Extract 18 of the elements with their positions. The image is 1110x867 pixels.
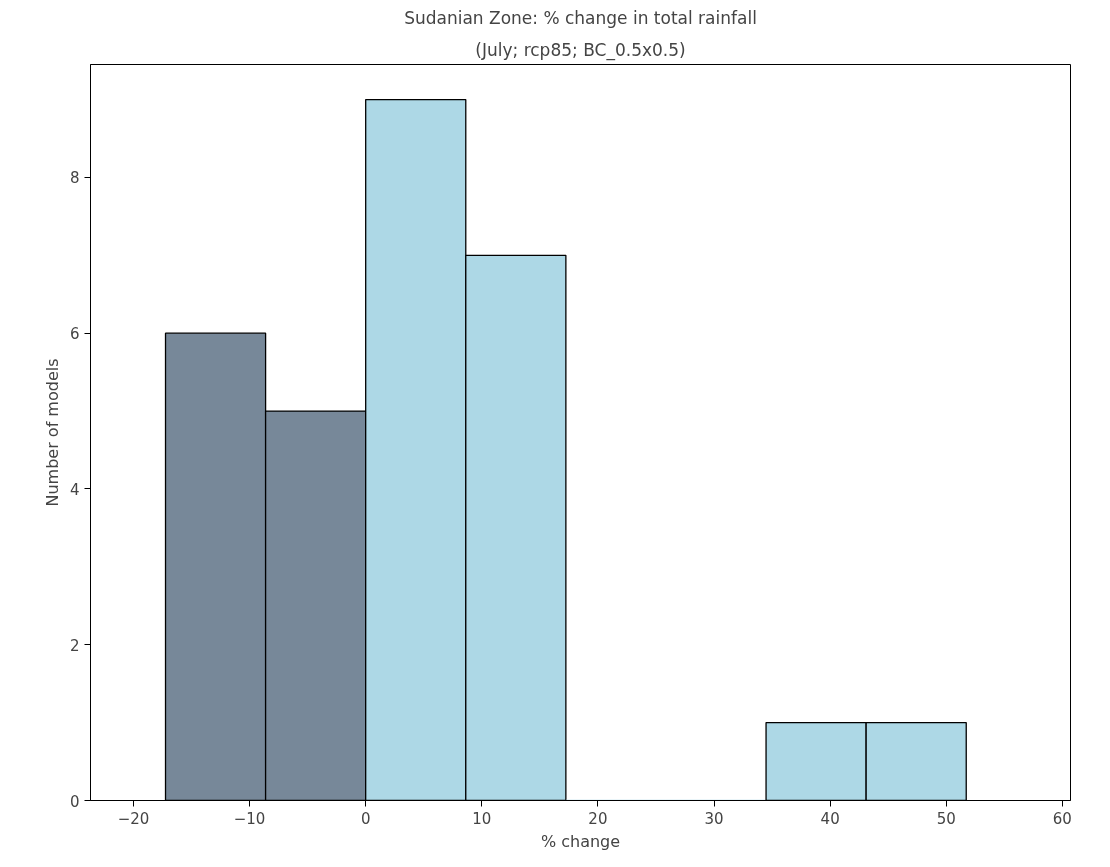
y-tick-label: 6: [69, 325, 80, 344]
x-tick-label: 50: [936, 809, 956, 828]
chart-title: Sudanian Zone: % change in total rainfall: [404, 7, 757, 28]
x-tick-label: 40: [820, 809, 840, 828]
x-tick-label: −10: [233, 809, 266, 828]
x-axis-title: % change: [540, 831, 621, 851]
x-tick-label: 60: [1052, 809, 1072, 828]
chart-subtitle: (July; rcp85; BC_0.5x0.5): [475, 39, 686, 61]
x-tick-label: −20: [117, 809, 150, 828]
y-tick-label: 0: [69, 792, 80, 811]
y-tick-label: 2: [69, 636, 80, 655]
x-tick-label: 30: [704, 809, 724, 828]
x-tick-label: 20: [588, 809, 608, 828]
y-tick-label: 8: [69, 169, 80, 188]
y-axis-title: Number of models: [42, 358, 62, 507]
x-tick-label: 10: [472, 809, 492, 828]
y-tick-label: 4: [69, 480, 80, 499]
x-tick-label: 0: [360, 809, 371, 828]
